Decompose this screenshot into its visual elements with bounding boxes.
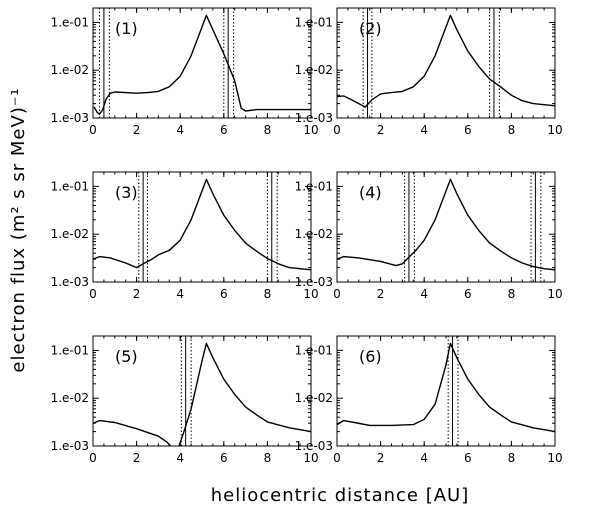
x-tick-label: 2 (377, 451, 385, 465)
y-tick-label: 1.e-01 (295, 343, 333, 357)
x-tick-label: 0 (89, 287, 97, 301)
x-tick-label: 2 (133, 287, 141, 301)
x-tick-label: 2 (377, 287, 385, 301)
x-tick-label: 8 (264, 287, 272, 301)
panel-label: (3) (115, 183, 138, 202)
x-tick-label: 0 (333, 451, 341, 465)
x-tick-label: 10 (547, 123, 562, 137)
flux-curve (92, 178, 312, 271)
x-tick-label: 10 (303, 451, 318, 465)
x-tick-label: 8 (508, 451, 516, 465)
panel-4: 0 2 4 6 8 101.e-031.e-021.e-01 (4) (295, 171, 563, 301)
y-axis-title: electron flux (m² s sr MeV)⁻¹ (8, 87, 29, 372)
flux-curve (336, 14, 556, 108)
y-tick-label: 1.e-03 (51, 275, 89, 289)
y-tick-label: 1.e-03 (51, 111, 89, 125)
panel-1: 0 2 4 6 8 10 1.e-03 1.e-02 1.e-01 (1) (51, 7, 319, 137)
x-tick-label: 8 (508, 123, 516, 137)
y-tick-label: 1.e-02 (51, 227, 89, 241)
y-tick-label: 1.e-01 (295, 179, 333, 193)
y-tick-label: 1.e-02 (295, 391, 333, 405)
panel-label: (6) (359, 347, 382, 366)
x-tick-label: 8 (508, 287, 516, 301)
panel-3: 0 2 4 6 8 10 1.e-03 1.e-02 1.e-01 (3) (51, 171, 319, 301)
y-tick-label: 1.e-03 (295, 439, 333, 453)
y-tick-label: 1.e-03 (295, 275, 333, 289)
x-tick-label: 4 (420, 123, 428, 137)
panel-2: 0 2 4 6 8 101.e-031.e-021.e-01 (2) (295, 7, 563, 137)
y-tick-label: 1.e-02 (51, 63, 89, 77)
x-tick-label: 6 (220, 451, 228, 465)
x-tick-label: 2 (133, 451, 141, 465)
flux-curve (336, 178, 556, 271)
x-tick-label: 6 (220, 123, 228, 137)
flux-curve (336, 342, 556, 433)
x-tick-label: 10 (547, 451, 562, 465)
flux-curve-segment-2 (178, 342, 312, 447)
x-tick-label: 0 (333, 123, 341, 137)
panel-5: 0 2 4 6 8 10 1.e-03 1.e-02 1.e-01 (5) (51, 335, 319, 465)
x-tick-label: 6 (464, 287, 472, 301)
x-tick-label: 4 (176, 451, 184, 465)
x-tick-label: 0 (333, 287, 341, 301)
x-axis-title: heliocentric distance [AU] (211, 485, 469, 506)
x-tick-label: 10 (547, 287, 562, 301)
y-tick-label: 1.e-03 (295, 111, 333, 125)
x-tick-label: 6 (464, 451, 472, 465)
x-tick-label: 4 (420, 451, 428, 465)
x-tick-label: 0 (89, 451, 97, 465)
y-tick-label: 1.e-02 (295, 227, 333, 241)
x-tick-label: 6 (220, 287, 228, 301)
x-tick-label: 10 (303, 287, 318, 301)
x-tick-label: 0 (89, 123, 97, 137)
panel-label: (1) (115, 19, 138, 38)
y-tick-label: 1.e-02 (51, 391, 89, 405)
x-tick-label: 10 (303, 123, 318, 137)
panel-label: (4) (359, 183, 382, 202)
x-tick-label: 8 (264, 451, 272, 465)
x-tick-label: 2 (377, 123, 385, 137)
y-tick-label: 1.e-01 (51, 343, 89, 357)
y-tick-label: 1.e-02 (295, 63, 333, 77)
panel-label: (5) (115, 347, 138, 366)
y-tick-label: 1.e-03 (51, 439, 89, 453)
panel-label: (2) (359, 19, 382, 38)
flux-curve (93, 14, 311, 115)
y-tick-label: 1.e-01 (295, 15, 333, 29)
x-tick-label: 4 (176, 123, 184, 137)
x-tick-label: 8 (264, 123, 272, 137)
flux-curve (92, 419, 171, 447)
panel-6: 0 2 4 6 8 101.e-031.e-021.e-01 (6) (295, 335, 563, 465)
x-tick-label: 4 (420, 287, 428, 301)
x-tick-label: 6 (464, 123, 472, 137)
y-tick-label: 1.e-01 (51, 15, 89, 29)
y-tick-label: 1.e-01 (51, 179, 89, 193)
x-tick-label: 4 (176, 287, 184, 301)
x-tick-label: 2 (133, 123, 141, 137)
